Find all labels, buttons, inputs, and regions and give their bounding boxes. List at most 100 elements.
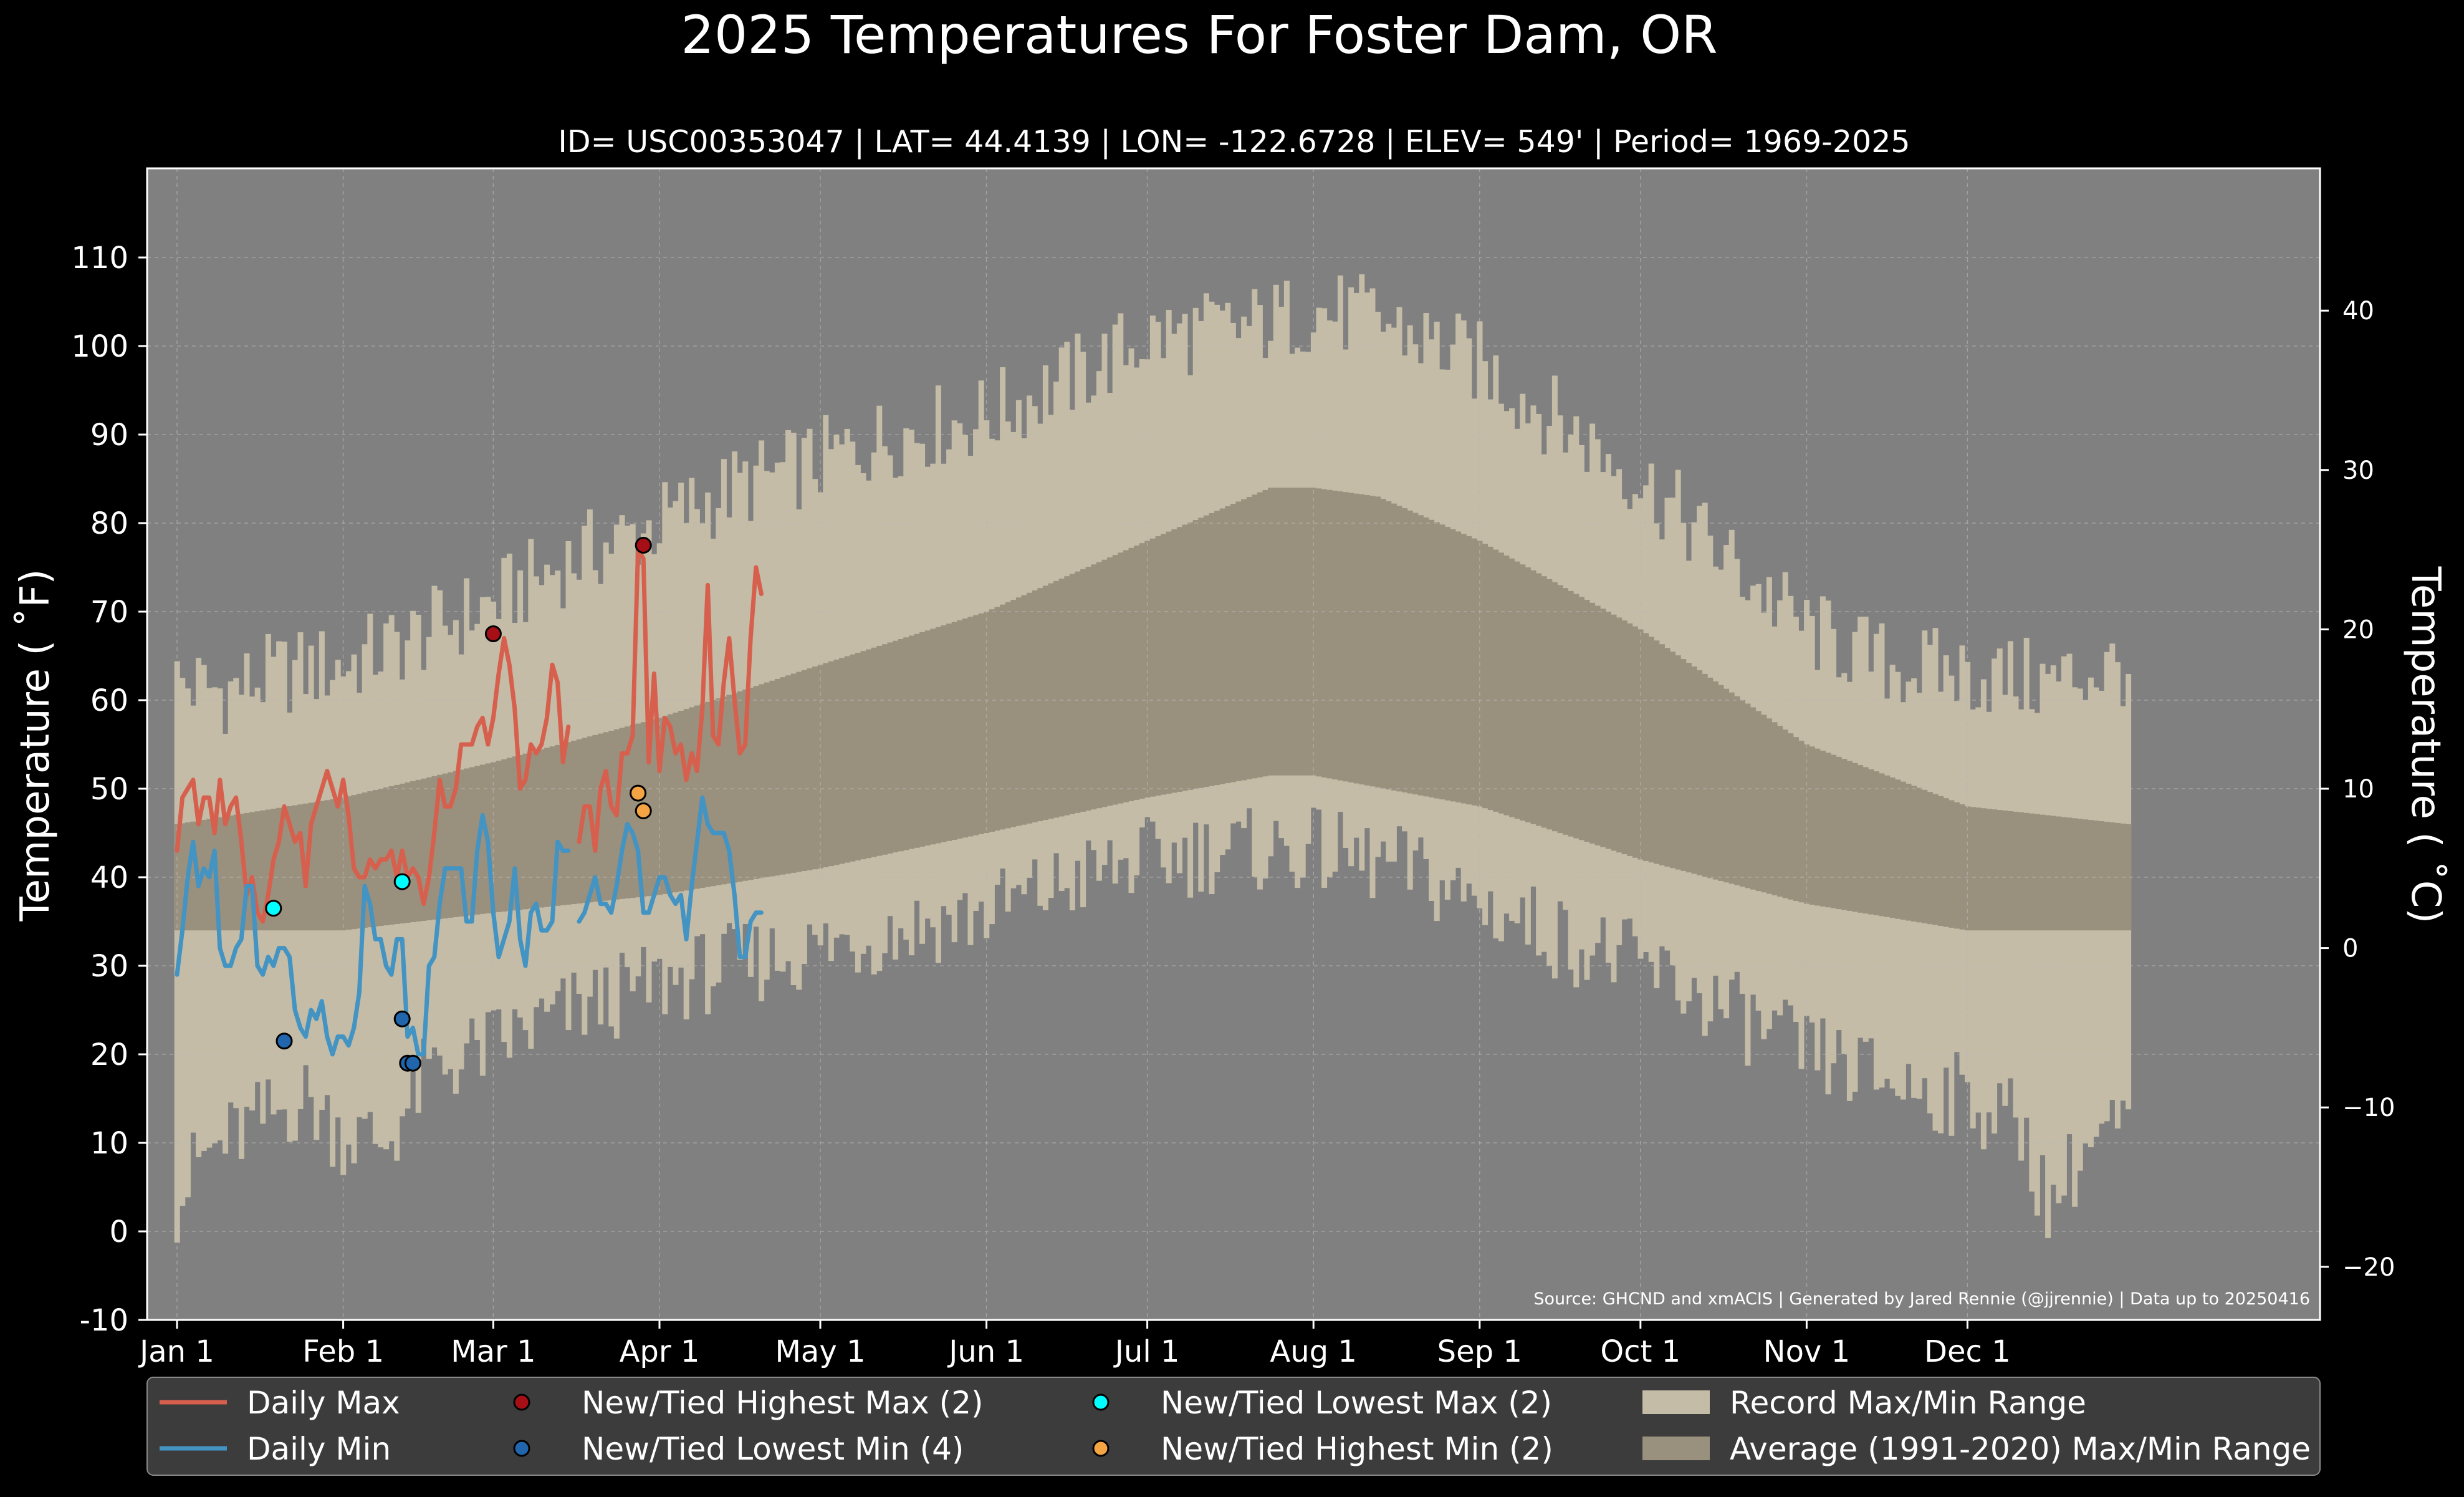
average-range-bar bbox=[1536, 573, 1542, 826]
average-range-bar bbox=[1997, 810, 2003, 931]
y-tick-label: 80 bbox=[90, 506, 128, 541]
average-range-bar bbox=[732, 693, 738, 883]
average-range-bar bbox=[1369, 496, 1376, 787]
average-range-bar bbox=[1728, 692, 1735, 884]
average-range-bar bbox=[1295, 488, 1301, 776]
average-range-bar bbox=[1514, 561, 1520, 819]
average-range-bar bbox=[1332, 490, 1338, 780]
y-tick-label: 50 bbox=[90, 772, 128, 807]
average-range-bar bbox=[1042, 585, 1048, 821]
legend-marker-swatch bbox=[513, 1394, 530, 1411]
average-range-bar bbox=[2077, 819, 2083, 931]
average-range-bar bbox=[1895, 779, 1901, 919]
average-range-bar bbox=[790, 673, 797, 873]
average-range-bar bbox=[1621, 620, 1627, 855]
record-markers bbox=[484, 537, 652, 642]
average-range-bar bbox=[1235, 501, 1242, 781]
average-range-bar bbox=[1943, 798, 1949, 927]
average-range-bar bbox=[448, 772, 454, 918]
average-range-bar bbox=[1123, 550, 1129, 802]
legend-label: Record Max/Min Range bbox=[1730, 1385, 2086, 1421]
legend-label: Average (1991-2020) Max/Min Range bbox=[1730, 1431, 2311, 1467]
average-range-bar bbox=[994, 607, 1000, 831]
average-range-bar bbox=[716, 698, 722, 885]
average-range-bar bbox=[924, 630, 931, 846]
average-range-bar bbox=[1257, 492, 1263, 777]
average-range-bar bbox=[742, 689, 749, 881]
legend-marker-swatch bbox=[1092, 1440, 1110, 1457]
average-range-bar bbox=[549, 746, 555, 907]
y-tick-label-right: 20 bbox=[2342, 615, 2374, 644]
average-range-bar bbox=[1477, 541, 1483, 807]
average-range-bar bbox=[1209, 513, 1215, 786]
average-range-bar bbox=[1423, 517, 1429, 797]
y-axis-right: −20 −10 0 10 20 30 40 bbox=[2320, 297, 2395, 1282]
average-range-bar bbox=[1825, 753, 1831, 908]
average-range-bar bbox=[308, 802, 314, 931]
average-range-bar bbox=[453, 771, 459, 917]
average-range-bar bbox=[1225, 506, 1231, 784]
average-range-bar bbox=[281, 807, 287, 931]
average-range-bar bbox=[871, 647, 877, 857]
average-range-bar bbox=[437, 774, 443, 919]
average-range-bar bbox=[1879, 773, 1885, 917]
average-range-bar bbox=[2109, 822, 2116, 931]
average-range-bar bbox=[1627, 623, 1633, 856]
average-range-bar bbox=[496, 761, 502, 912]
average-range-bar bbox=[1498, 552, 1504, 814]
average-range-bar bbox=[683, 709, 689, 891]
average-range-bar bbox=[378, 789, 384, 927]
average-range-bar bbox=[796, 671, 802, 872]
average-range-bar bbox=[180, 823, 186, 931]
legend-patch-swatch bbox=[1642, 1390, 1710, 1414]
average-range-bar bbox=[415, 779, 421, 922]
average-range-bar bbox=[276, 807, 282, 931]
average-range-bar bbox=[1949, 800, 1955, 928]
average-range-bar bbox=[1836, 756, 1842, 910]
average-range-bar bbox=[705, 701, 711, 887]
average-range-bar bbox=[1546, 579, 1553, 830]
average-range-bar bbox=[625, 726, 631, 898]
average-range-bar bbox=[1659, 644, 1665, 865]
average-range-bar bbox=[1557, 585, 1563, 833]
average-range-bar bbox=[1814, 748, 1821, 906]
average-range-bar bbox=[1648, 637, 1654, 863]
average-range-bar bbox=[1750, 707, 1757, 890]
x-tick-label: Dec 1 bbox=[1924, 1334, 2011, 1369]
average-range-bar bbox=[1359, 494, 1365, 785]
average-range-bar bbox=[780, 677, 786, 875]
average-range-bar bbox=[2088, 820, 2094, 931]
average-range-bar bbox=[914, 633, 920, 848]
average-range-bar bbox=[1085, 567, 1091, 811]
record-marker bbox=[393, 873, 411, 890]
average-range-bar bbox=[372, 790, 378, 927]
average-range-bar bbox=[1230, 504, 1236, 782]
average-range-bar bbox=[1632, 626, 1638, 858]
legend-label: Daily Max bbox=[247, 1385, 400, 1421]
record-marker bbox=[635, 537, 652, 554]
average-range-bar bbox=[1594, 605, 1601, 845]
average-range-bar bbox=[1326, 489, 1333, 779]
average-range-bar bbox=[1460, 534, 1467, 804]
y-tick-label-right: −20 bbox=[2342, 1253, 2395, 1282]
legend-label: New/Tied Lowest Min (4) bbox=[582, 1431, 964, 1467]
y-tick-label: 20 bbox=[90, 1037, 128, 1072]
average-range-bar bbox=[1027, 592, 1033, 824]
average-range-bar bbox=[1118, 552, 1124, 804]
average-range-bar bbox=[582, 738, 588, 903]
record-range-bar bbox=[2018, 709, 2025, 1161]
record-range-bar bbox=[2056, 681, 2062, 1203]
average-range-bar bbox=[1723, 688, 1730, 883]
average-range-bar bbox=[1246, 497, 1252, 779]
average-range-bar bbox=[442, 773, 448, 918]
average-range-bar bbox=[501, 759, 507, 912]
average-range-bar bbox=[603, 732, 609, 901]
average-range-bar bbox=[967, 617, 974, 837]
average-range-bar bbox=[2093, 821, 2099, 931]
average-range-bar bbox=[1455, 531, 1462, 802]
average-range-bar bbox=[941, 625, 947, 842]
average-range-bar bbox=[330, 799, 336, 931]
x-tick-label: Feb 1 bbox=[302, 1334, 384, 1369]
average-range-bar bbox=[1268, 488, 1274, 776]
average-range-bar bbox=[651, 719, 658, 896]
